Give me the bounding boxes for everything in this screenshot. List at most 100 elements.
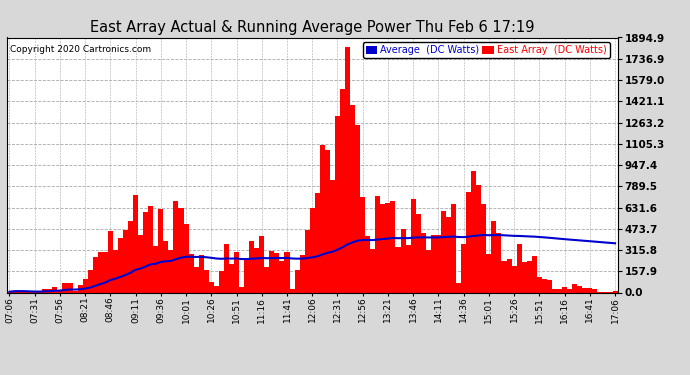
- Bar: [173, 201, 179, 292]
- Bar: [42, 290, 48, 292]
- Bar: [254, 248, 259, 292]
- Bar: [264, 267, 269, 292]
- Bar: [269, 251, 275, 292]
- Bar: [446, 217, 451, 292]
- Bar: [194, 267, 199, 292]
- Bar: [17, 291, 22, 292]
- Bar: [224, 244, 229, 292]
- Bar: [62, 283, 68, 292]
- Bar: [290, 289, 295, 292]
- Bar: [451, 204, 456, 292]
- Bar: [391, 201, 395, 292]
- Bar: [83, 279, 88, 292]
- Bar: [395, 247, 400, 292]
- Legend: Average  (DC Watts), East Array  (DC Watts): Average (DC Watts), East Array (DC Watts…: [363, 42, 610, 58]
- Bar: [613, 291, 618, 292]
- Bar: [204, 270, 209, 292]
- Bar: [118, 238, 123, 292]
- Bar: [532, 256, 537, 292]
- Bar: [476, 184, 482, 292]
- Bar: [12, 291, 17, 292]
- Bar: [511, 266, 517, 292]
- Bar: [88, 270, 92, 292]
- Bar: [108, 231, 113, 292]
- Text: Copyright 2020 Cartronics.com: Copyright 2020 Cartronics.com: [10, 45, 151, 54]
- Bar: [319, 145, 325, 292]
- Bar: [365, 236, 371, 292]
- Bar: [214, 286, 219, 292]
- Bar: [572, 284, 577, 292]
- Bar: [335, 116, 340, 292]
- Bar: [123, 230, 128, 292]
- Bar: [360, 196, 365, 292]
- Bar: [547, 280, 552, 292]
- Bar: [48, 289, 52, 292]
- Bar: [275, 252, 279, 292]
- Bar: [496, 232, 502, 292]
- Bar: [426, 250, 431, 292]
- Bar: [299, 255, 305, 292]
- Bar: [72, 291, 77, 292]
- Bar: [219, 271, 224, 292]
- Bar: [184, 224, 188, 292]
- Bar: [340, 88, 345, 292]
- Bar: [471, 171, 476, 292]
- Bar: [400, 229, 406, 292]
- Bar: [386, 203, 391, 292]
- Bar: [57, 290, 62, 292]
- Bar: [380, 204, 386, 292]
- Bar: [22, 291, 27, 292]
- Bar: [355, 125, 360, 292]
- Bar: [239, 287, 244, 292]
- Bar: [350, 105, 355, 292]
- Bar: [486, 254, 491, 292]
- Bar: [436, 235, 441, 292]
- Bar: [52, 287, 57, 292]
- Bar: [557, 289, 562, 292]
- Bar: [567, 289, 572, 292]
- Bar: [431, 235, 436, 292]
- Bar: [259, 236, 264, 292]
- Bar: [375, 196, 380, 292]
- Bar: [482, 204, 486, 292]
- Bar: [345, 47, 350, 292]
- Bar: [77, 285, 83, 292]
- Bar: [502, 261, 506, 292]
- Bar: [244, 260, 249, 292]
- Bar: [138, 235, 143, 292]
- Bar: [406, 245, 411, 292]
- Bar: [188, 254, 194, 292]
- Bar: [179, 208, 184, 292]
- Bar: [310, 208, 315, 292]
- Bar: [158, 209, 164, 292]
- Bar: [284, 252, 290, 292]
- Bar: [168, 250, 173, 292]
- Bar: [577, 286, 582, 292]
- Bar: [128, 220, 133, 292]
- Bar: [209, 282, 214, 292]
- Bar: [199, 255, 204, 292]
- Bar: [526, 261, 532, 292]
- Bar: [103, 252, 108, 292]
- Bar: [92, 256, 98, 292]
- Bar: [466, 192, 471, 292]
- Bar: [552, 289, 557, 292]
- Bar: [592, 290, 598, 292]
- Bar: [411, 199, 415, 292]
- Bar: [143, 211, 148, 292]
- Bar: [517, 244, 522, 292]
- Bar: [330, 180, 335, 292]
- Bar: [441, 211, 446, 292]
- Bar: [153, 246, 158, 292]
- Bar: [587, 288, 592, 292]
- Bar: [582, 288, 587, 292]
- Bar: [305, 230, 310, 292]
- Bar: [164, 241, 168, 292]
- Bar: [562, 287, 567, 292]
- Bar: [295, 270, 299, 292]
- Bar: [279, 261, 284, 292]
- Bar: [234, 252, 239, 292]
- Bar: [249, 241, 254, 292]
- Bar: [491, 221, 496, 292]
- Bar: [113, 251, 118, 292]
